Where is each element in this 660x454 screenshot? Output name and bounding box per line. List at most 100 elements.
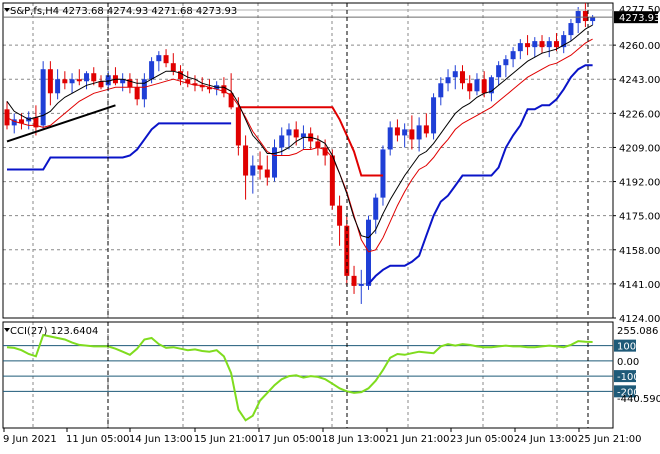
price-tick-label: 4226.00	[619, 109, 660, 120]
candle-body	[561, 35, 567, 48]
candle-body	[510, 51, 516, 60]
time-tick-label: 25 Jun 21:00	[578, 434, 642, 445]
candle-body	[582, 11, 588, 22]
price-tick-label: 4158.00	[619, 246, 660, 257]
candle-body	[221, 85, 227, 94]
cci-triangle-icon[interactable]	[4, 328, 10, 332]
candle-body	[525, 43, 531, 48]
cci-pane-border	[2, 321, 614, 429]
candles[interactable]	[4, 3, 596, 304]
candle-body	[286, 129, 292, 136]
candle-body	[431, 97, 437, 134]
candle-body	[55, 79, 61, 94]
upper-band-line	[238, 106, 383, 177]
time-tick-label: 17 Jun 05:00	[258, 434, 322, 445]
slow-ma-line	[6, 38, 593, 253]
symbol-header: S&P,fs,H4 4273.68 4274.93 4271.68 4273.9…	[10, 6, 237, 17]
candle-body	[199, 85, 205, 88]
candle-body	[402, 129, 408, 136]
cci-tick-label: 100	[617, 342, 636, 353]
time-tick-label: 21 Jun 21:00	[386, 434, 450, 445]
cci-axis: 255.086 100 0.00 -100 -200-440.5908	[614, 326, 660, 405]
cci-tick-label: 0.00	[617, 357, 639, 368]
time-tick-label: 18 Jun 13:00	[322, 434, 386, 445]
candle-body	[503, 59, 509, 66]
lower-band-line	[7, 64, 593, 285]
candle-body	[416, 125, 422, 140]
candle-body	[18, 119, 24, 124]
price-tick-label: 4260.00	[619, 41, 660, 52]
cci-tick-label: -440.5908	[617, 394, 660, 405]
current-price-label: 4273.93	[619, 13, 660, 24]
collapse-triangle-icon[interactable]	[4, 8, 10, 12]
candle-body	[98, 81, 104, 88]
candle-body	[40, 69, 46, 126]
candle-body	[250, 165, 256, 176]
candle-body	[69, 79, 75, 84]
candle-body	[481, 79, 487, 94]
candle-body	[293, 129, 299, 138]
cci-tick-label: -200	[617, 387, 640, 398]
candle-body	[409, 129, 415, 140]
candle-body	[366, 219, 371, 286]
price-tick-label: 4141.00	[619, 280, 660, 291]
cci-tick-label: -100	[617, 372, 640, 383]
price-tick-label: 4192.00	[619, 178, 660, 189]
candle-body	[170, 63, 176, 72]
candle-body	[387, 127, 393, 150]
candle-body	[315, 141, 321, 148]
candle-body	[33, 117, 39, 128]
candle-body	[459, 71, 465, 84]
top-price-label: 4277.50	[619, 5, 660, 16]
candle-body	[163, 55, 169, 64]
candle-body	[467, 83, 473, 92]
candle-body	[380, 149, 386, 198]
candle-body	[206, 87, 212, 90]
candle-body	[178, 71, 184, 80]
time-tick-label: 24 Jun 13:00	[514, 434, 578, 445]
candle-body	[488, 77, 494, 94]
candle-body	[134, 87, 140, 100]
candle-body	[394, 127, 400, 136]
candle-body	[546, 41, 552, 48]
price-pane-border	[2, 2, 614, 319]
candle-body	[517, 43, 523, 52]
candle-body	[445, 77, 451, 84]
cci-level-box	[614, 339, 636, 352]
candle-body	[568, 23, 574, 36]
candle-body	[257, 165, 263, 170]
candle-body	[149, 61, 155, 80]
candle-body	[452, 71, 458, 78]
candle-body	[235, 107, 241, 146]
price-axis: 4260.00 4243.00 4226.00 4209.00 4192.00 4175.…	[613, 5, 660, 325]
candle-body	[438, 83, 444, 98]
price-tick-label: 4209.00	[619, 143, 660, 154]
candle-body	[156, 55, 162, 62]
cci-tick-label: 255.086	[617, 326, 658, 337]
candle-body	[300, 133, 306, 138]
candle-body	[553, 41, 559, 48]
time-tick-label: 11 Jun 05:00	[66, 434, 130, 445]
candle-body	[76, 79, 82, 82]
candle-body	[351, 275, 357, 286]
trend-line	[6, 104, 116, 143]
candle-body	[423, 125, 429, 134]
candle-body	[322, 147, 328, 156]
candle-body	[127, 79, 133, 88]
candle-body	[329, 155, 335, 206]
candle-body	[228, 93, 234, 108]
price-tick-label: 4175.00	[619, 212, 660, 223]
time-tick-label: 9 Jun 2021	[3, 434, 57, 445]
cci-line	[6, 333, 593, 422]
candle-body	[11, 119, 17, 126]
cci-series	[6, 333, 593, 422]
cci-label: CCI(27) 123.6404	[10, 326, 98, 337]
candle-body	[62, 79, 68, 84]
candle-body	[474, 79, 480, 92]
price-tick-label: 4124.00	[619, 314, 660, 325]
candle-body	[141, 79, 147, 100]
candle-body	[539, 41, 545, 48]
candle-body	[91, 73, 97, 82]
